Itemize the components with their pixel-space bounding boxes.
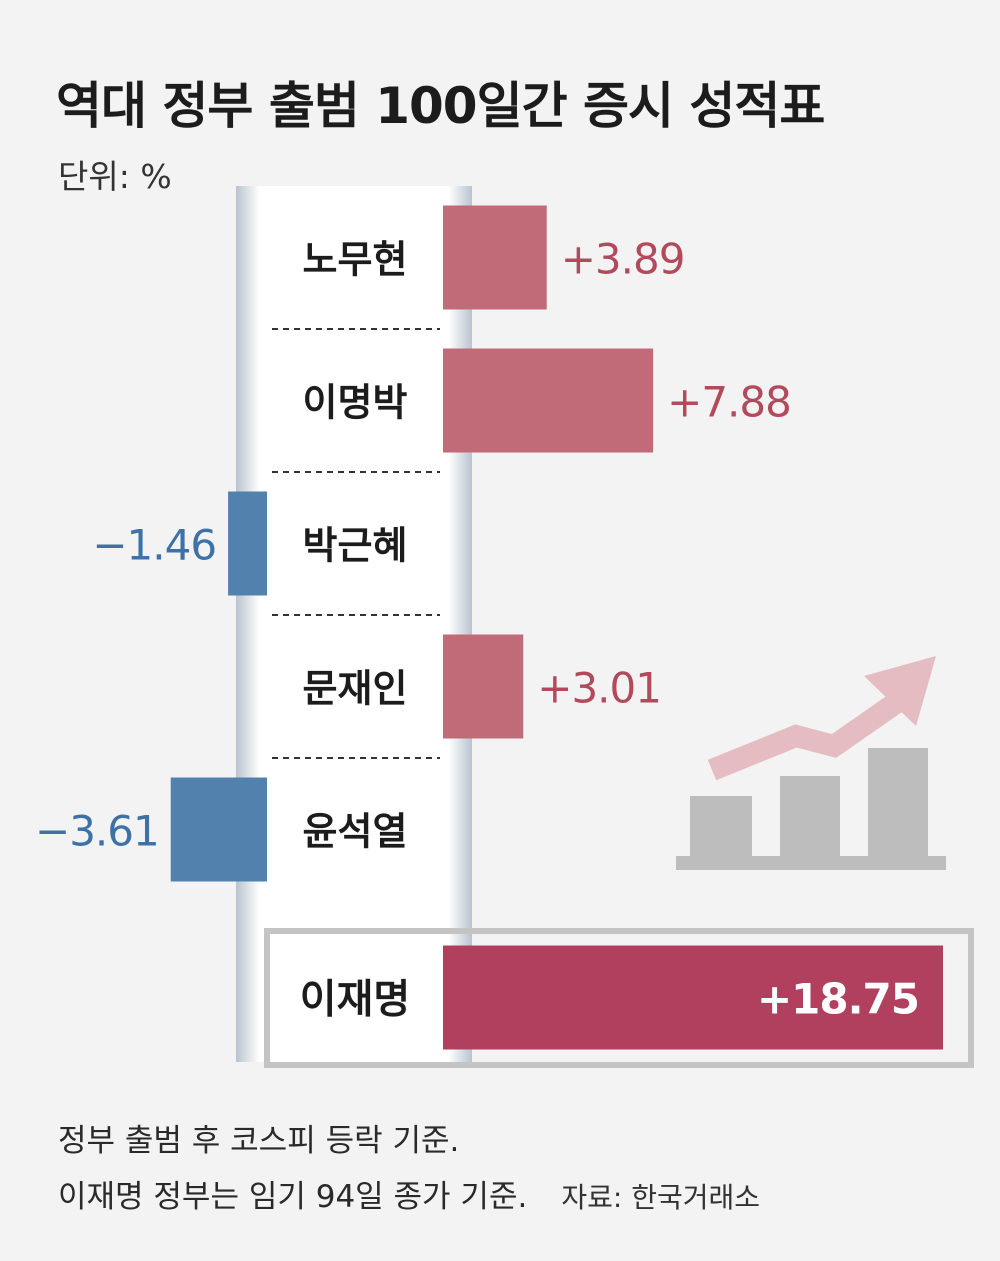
bar-문재인 xyxy=(443,634,524,739)
bar-노무현 xyxy=(443,205,547,310)
value-label: +18.75 xyxy=(757,975,919,1024)
rising-bar-chart-icon xyxy=(676,656,946,870)
source-label: 자료: 한국거래소 xyxy=(561,1181,760,1214)
unit-label: 단위: % xyxy=(58,157,172,196)
value-label: +3.01 xyxy=(537,664,661,713)
category-label: 노무현 xyxy=(303,238,408,282)
bar-윤석열 xyxy=(170,777,267,882)
value-label: −1.46 xyxy=(92,521,216,570)
footnote-2-text: 이재명 정부는 임기 94일 종가 기준. xyxy=(58,1179,528,1215)
value-label: +7.88 xyxy=(667,378,791,427)
category-label: 이명박 xyxy=(303,381,408,425)
category-column-inner xyxy=(267,186,443,1062)
footnote-2: 이재명 정부는 임기 94일 종가 기준. 자료: 한국거래소 xyxy=(58,1169,760,1226)
bar-이명박 xyxy=(443,348,654,453)
value-label: −3.61 xyxy=(35,807,159,856)
chart-title: 역대 정부 출범 100일간 증시 성적표 xyxy=(56,77,825,135)
category-label: 이재명 xyxy=(300,977,410,1023)
highlight-frame xyxy=(264,928,974,1068)
footnotes: 정부 출범 후 코스피 등락 기준. 이재명 정부는 임기 94일 종가 기준.… xyxy=(58,1113,760,1226)
bar-박근혜 xyxy=(228,491,267,596)
bar-chart: 노무현 +3.89 이명박 +7.88 박근혜 −1.46 문재인 +3.01 윤석열 −3.61… xyxy=(35,186,974,1068)
category-label: 박근혜 xyxy=(303,524,408,568)
footnote-1: 정부 출범 후 코스피 등락 기준. xyxy=(58,1123,460,1159)
bar-이재명 xyxy=(443,945,943,1050)
value-label: +3.89 xyxy=(561,235,685,284)
category-label: 문재인 xyxy=(303,667,408,711)
category-label: 윤석열 xyxy=(303,810,408,854)
